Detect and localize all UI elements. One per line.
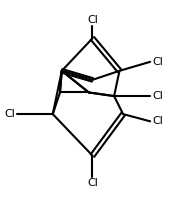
- Text: Cl: Cl: [87, 178, 98, 188]
- Text: Cl: Cl: [152, 116, 163, 126]
- Text: Cl: Cl: [152, 91, 163, 101]
- Text: Cl: Cl: [87, 15, 98, 25]
- Text: Cl: Cl: [4, 109, 15, 119]
- Text: Cl: Cl: [152, 57, 163, 67]
